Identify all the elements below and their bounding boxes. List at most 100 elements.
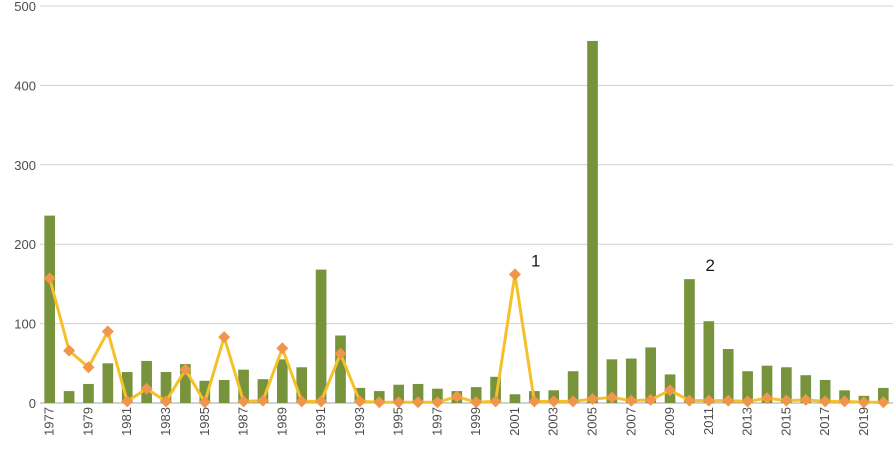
bar	[742, 371, 753, 403]
bar	[296, 367, 308, 403]
line-point	[412, 396, 425, 409]
bar	[276, 359, 288, 403]
x-tick-label: 1995	[391, 407, 406, 436]
bar	[645, 347, 657, 403]
line-point	[799, 393, 812, 406]
x-tick-label: 1999	[468, 407, 483, 436]
line-point	[218, 331, 231, 344]
gridlines	[40, 5, 893, 404]
bar	[257, 379, 269, 403]
line-point	[63, 344, 76, 357]
line-point	[160, 395, 173, 408]
x-tick-label: 2003	[546, 407, 561, 436]
line-series	[43, 268, 890, 409]
line-point	[819, 395, 832, 408]
bar	[63, 391, 75, 403]
y-axis-ticks: 0 100 200 300 400 500	[14, 0, 36, 411]
bar	[315, 269, 327, 403]
bar	[470, 387, 482, 403]
bar	[684, 279, 695, 403]
bar	[44, 215, 56, 403]
x-tick-label: 1997	[429, 407, 444, 436]
bar-series	[44, 40, 889, 403]
line-point	[664, 384, 677, 397]
bar	[722, 349, 734, 403]
line-point	[586, 393, 599, 406]
x-tick-label: 1985	[197, 407, 212, 436]
x-tick-label: 1991	[313, 407, 328, 436]
line-point	[760, 392, 773, 405]
line-point	[431, 396, 444, 409]
x-tick-label: 1977	[42, 407, 57, 436]
annotation-label: 2	[705, 256, 714, 275]
x-tick-label: 1979	[80, 407, 95, 436]
line-point	[838, 395, 851, 408]
x-tick-label: 2001	[507, 407, 522, 436]
line-point	[741, 395, 754, 408]
line-point	[140, 382, 153, 395]
x-tick-label: 2019	[856, 407, 871, 436]
y-tick-label: 0	[29, 396, 36, 411]
line-point	[392, 396, 405, 409]
line-point	[528, 395, 541, 408]
bar	[160, 372, 172, 403]
line-point	[702, 394, 715, 407]
line-point	[450, 390, 463, 403]
bar	[121, 372, 133, 403]
x-tick-label: 1983	[158, 407, 173, 436]
line-point	[489, 395, 502, 408]
x-tick-label: 2007	[623, 407, 638, 436]
line-point	[683, 394, 696, 407]
line-point	[722, 394, 735, 407]
bar	[199, 380, 211, 403]
x-tick-label: 2013	[740, 407, 755, 436]
y-tick-label: 300	[14, 158, 36, 173]
bar	[761, 365, 773, 403]
series-line	[48, 272, 884, 404]
annotation-label: 1	[531, 251, 540, 270]
y-tick-label: 200	[14, 237, 36, 252]
line-point	[877, 396, 890, 409]
bar	[432, 388, 443, 403]
bar	[781, 367, 792, 403]
x-axis-ticks: 1977 1979 1981 1983 1985 1987 1989 1991 1993 1995…	[42, 407, 871, 436]
line-point	[198, 396, 211, 409]
x-tick-label: 1987	[236, 407, 251, 436]
x-tick-label: 2011	[701, 407, 716, 435]
x-tick-label: 2015	[778, 407, 793, 436]
line-point	[353, 395, 366, 408]
bar	[490, 376, 501, 403]
line-point	[82, 361, 95, 374]
y-tick-label: 500	[14, 0, 36, 14]
bar	[102, 363, 114, 403]
line-point	[625, 394, 638, 407]
line-point	[315, 395, 328, 408]
bar	[238, 369, 249, 403]
bar	[625, 358, 637, 403]
line-point	[644, 393, 657, 406]
line-point	[605, 391, 618, 404]
x-tick-label: 2017	[817, 407, 832, 436]
bar	[606, 359, 618, 403]
line-point	[295, 395, 308, 408]
line-point	[121, 395, 134, 408]
x-tick-label: 2009	[662, 407, 677, 436]
line-point	[547, 395, 560, 408]
x-tick-label: 1981	[119, 407, 134, 436]
line-point	[470, 396, 483, 409]
line-point	[276, 342, 289, 355]
bar	[509, 394, 521, 403]
bar	[83, 383, 94, 403]
bar	[141, 360, 152, 403]
line-point	[508, 268, 521, 281]
bar	[180, 364, 191, 403]
line-point	[373, 396, 386, 409]
bar	[877, 387, 889, 403]
y-tick-label: 400	[14, 78, 36, 93]
x-tick-label: 1989	[274, 407, 289, 436]
bar	[800, 375, 812, 403]
bar	[412, 383, 424, 403]
bar	[587, 40, 598, 403]
